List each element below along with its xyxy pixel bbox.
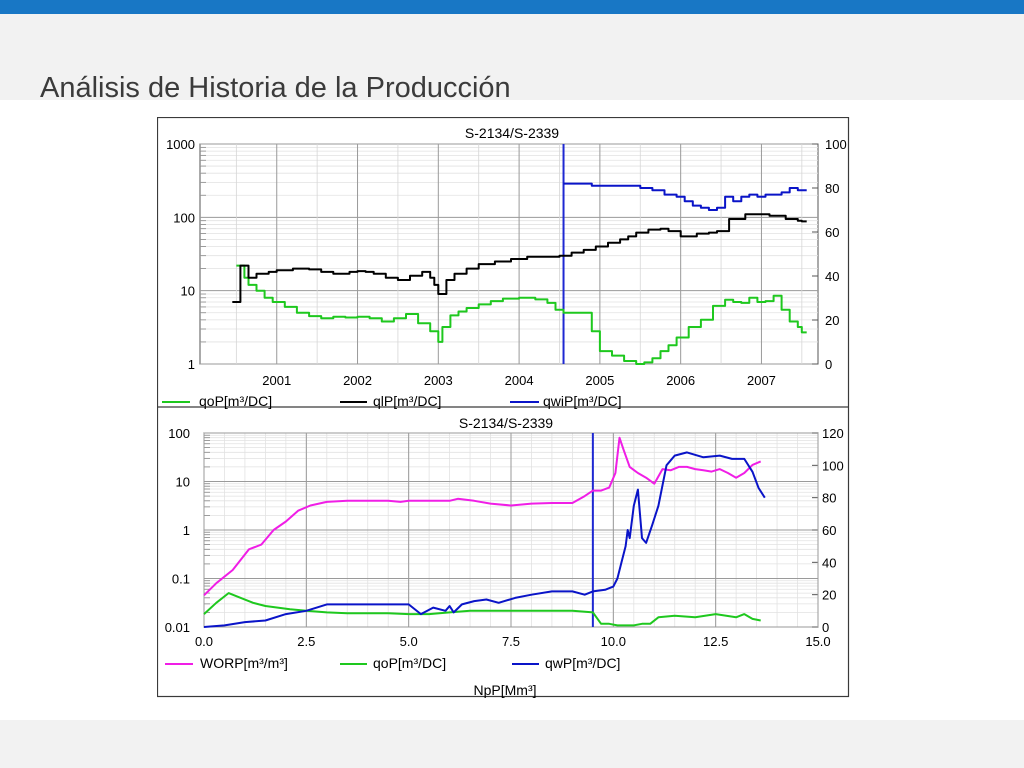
- left-tick-label: 100: [173, 210, 195, 225]
- left-tick-label: 1000: [166, 137, 195, 152]
- x-tick-label: 2006: [666, 373, 695, 388]
- x-tick-label: 5.0: [400, 634, 418, 649]
- right-tick-label: 60: [825, 225, 839, 240]
- right-tick-label: 120: [822, 426, 844, 441]
- production-history-figure: S-2134/S-2339 11010010000204060801002001…: [157, 117, 850, 698]
- right-tick-label: 40: [825, 269, 839, 284]
- right-tick-label: 20: [825, 313, 839, 328]
- right-tick-label: 40: [822, 555, 836, 570]
- chart2-legend-item-1: WORP[m³/m³]: [165, 655, 288, 671]
- legend-label: qwP[m³/DC]: [545, 655, 620, 671]
- chart1-title: S-2134/S-2339: [465, 125, 559, 141]
- series-line-3: [563, 182, 807, 211]
- x-tick-label: 2.5: [297, 634, 315, 649]
- chart2-tick-labels: 0.01 0.1 1 10 100 0 20 40 60 80 100 120 0.0 2.5 5.0 7.5…: [165, 426, 844, 649]
- x-tick-label: 7.5: [502, 634, 520, 649]
- chart1-tick-labels: 1 10 100 1000 0 20 40 60 80 100 2001 2002 2003 2004 20…: [166, 137, 847, 388]
- legend-label: qoP[m³/DC]: [199, 393, 272, 409]
- x-tick-label: 15.0: [805, 634, 830, 649]
- chart1-legend-item-1: qoP[m³/DC]: [162, 393, 272, 409]
- chart2-legend: WORP[m³/m³] qoP[m³/DC] qwP[m³/DC]: [165, 655, 620, 671]
- left-tick-label: 10: [181, 284, 195, 299]
- x-tick-label: 12.5: [703, 634, 728, 649]
- x-tick-label: 2003: [424, 373, 453, 388]
- left-tick-label: 1: [188, 357, 195, 372]
- x-tick-label: 0.0: [195, 634, 213, 649]
- right-tick-label: 0: [822, 620, 829, 635]
- footer-bar: [0, 720, 1024, 768]
- x-tick-label: 2007: [747, 373, 776, 388]
- chart2-legend-item-2: qoP[m³/DC]: [340, 655, 446, 671]
- right-tick-label: 80: [825, 181, 839, 196]
- x-tick-label: 2005: [585, 373, 614, 388]
- right-tick-label: 80: [822, 491, 836, 506]
- right-tick-label: 20: [822, 588, 836, 603]
- legend-label: WORP[m³/m³]: [200, 655, 288, 671]
- title-bar: Análisis de Historia de la Producción: [0, 14, 1024, 104]
- chart2-grid: [203, 432, 819, 628]
- series-line-1: [203, 436, 762, 597]
- series-line-2: [203, 592, 761, 627]
- chart1-grid: [200, 143, 818, 365]
- chart2-xlabel: NpP[Mm³]: [474, 682, 537, 698]
- chart1-legend-item-2: qlP[m³/DC]: [340, 393, 441, 409]
- chart2-legend-item-3: qwP[m³/DC]: [512, 655, 620, 671]
- right-tick-label: 0: [825, 357, 832, 372]
- x-tick-label: 2002: [343, 373, 372, 388]
- x-tick-label: 2001: [262, 373, 291, 388]
- chart-production-vs-cumulative: S-2134/S-2339 0.01 0.1 1 10 100 0 20 40 60 80 100 1…: [165, 415, 844, 698]
- right-tick-label: 100: [825, 137, 847, 152]
- x-tick-label: 10.0: [601, 634, 626, 649]
- legend-label: qwiP[m³/DC]: [543, 393, 622, 409]
- chart2-series: [203, 433, 766, 628]
- left-tick-label: 10: [176, 475, 190, 490]
- legend-label: qlP[m³/DC]: [373, 393, 441, 409]
- chart-production-vs-time: S-2134/S-2339 1 10 100 1000 0 20 40 60 80 100 2001…: [162, 125, 847, 409]
- chart2-title: S-2134/S-2339: [459, 415, 553, 431]
- page-title: Análisis de Historia de la Producción: [40, 72, 511, 104]
- chart1-legend-item-3: qwiP[m³/DC]: [510, 393, 622, 409]
- left-tick-label: 0.01: [165, 620, 190, 635]
- chart1-legend: qoP[m³/DC] qlP[m³/DC] qwiP[m³/DC]: [162, 393, 622, 409]
- left-tick-label: 1: [183, 523, 190, 538]
- chart1-series: [232, 144, 807, 365]
- x-tick-label: 2004: [505, 373, 534, 388]
- series-line-3: [203, 451, 766, 628]
- left-tick-label: 100: [168, 426, 190, 441]
- series-line-1: [236, 264, 807, 365]
- legend-label: qoP[m³/DC]: [373, 655, 446, 671]
- top-accent-bar: [0, 0, 1024, 14]
- right-tick-label: 60: [822, 523, 836, 538]
- series-line-2: [232, 213, 807, 303]
- right-tick-label: 100: [822, 458, 844, 473]
- left-tick-label: 0.1: [172, 572, 190, 587]
